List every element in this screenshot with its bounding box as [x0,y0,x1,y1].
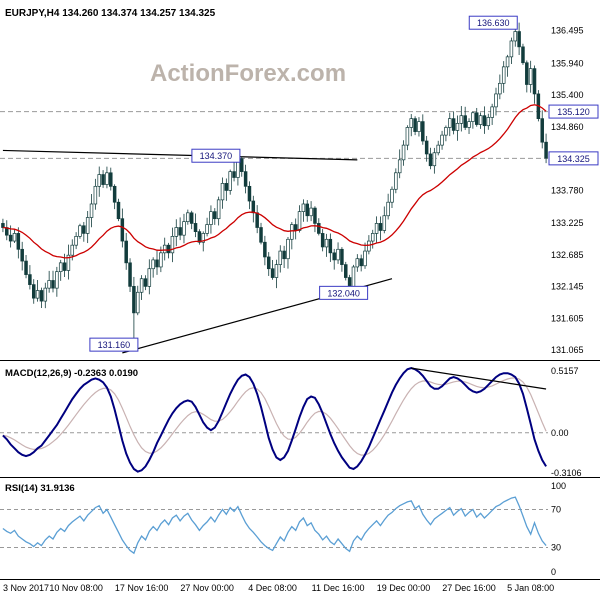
price-label: 134.325 [548,151,599,166]
rsi-line [2,496,547,555]
rsi-title: RSI(14) 31.9136 [5,483,75,494]
axis-label: 3 Nov 2017 [3,583,49,593]
axis-label: 136.495 [551,26,584,36]
axis-label: 4 Dec 08:00 [248,583,297,593]
axis-label: 134.860 [551,122,584,132]
axis-label: -0.3106 [551,468,582,478]
axis-label: 131.160 [98,340,131,350]
axis-label: 135.400 [551,90,584,100]
price-panel: 136.495135.940135.400134.860134.320133.7… [0,15,599,356]
price-label: 136.630 [468,15,518,30]
axis-label: 133.225 [551,218,584,228]
panel-separators [0,360,600,580]
axis-label: 70 [551,505,561,515]
macd-panel: 0.5157 0.00 -0.3106 [0,366,582,478]
axis-label: 132.145 [551,282,584,292]
axis-label: 135.120 [557,107,590,117]
trendline [2,149,358,161]
rsi-axis-labels: 100 70 30 0 [551,481,566,577]
watermark: ActionForex.com [150,60,346,87]
axis-label: 19 Dec 00:00 [377,583,431,593]
axis-label: 11 Dec 16:00 [312,583,365,593]
axis-label: 131.605 [551,313,584,323]
axis-label: 136.630 [477,18,510,28]
price-label: 131.160 [89,337,139,352]
price-label: 135.120 [548,104,599,119]
price-axis-labels: 136.495135.940135.400134.860134.320133.7… [551,26,584,356]
axis-label: 132.685 [551,250,584,260]
macd-line [2,366,547,473]
axis-label: 0.5157 [551,366,579,376]
rsi-panel: 100 70 30 0 [0,481,566,577]
axis-label: 135.940 [551,58,584,68]
time-axis: 3 Nov 2017 10 Nov 08:00 17 Nov 16:00 27 Nov… [3,583,554,593]
macd-axis-labels: 0.5157 0.00 -0.3106 [551,366,582,478]
axis-label: 30 [551,543,561,553]
macd-signal-line [2,377,547,456]
axis-label: 17 Nov 16:00 [115,583,169,593]
axis-label: 27 Nov 00:00 [180,583,234,593]
axis-label: 27 Dec 16:00 [442,583,496,593]
axis-label: 10 Nov 08:00 [49,583,103,593]
axis-label: 134.325 [557,154,590,164]
axis-label: 0 [551,567,556,577]
axis-label: 131.065 [551,345,584,355]
axis-label: 134.370 [200,151,233,161]
price-label: 134.370 [191,148,241,163]
macd-trendline [411,367,547,390]
axis-label: 100 [551,481,566,491]
axis-label: 132.040 [327,288,360,298]
symbol-ohlc-title: EURJPY,H4 134.260 134.374 134.257 134.32… [5,8,216,19]
axis-label: 133.780 [551,185,584,195]
axis-label: 0.00 [551,428,569,438]
axis-label: 5 Jan 08:00 [507,583,554,593]
macd-title: MACD(12,26,9) -0.2363 0.0190 [5,368,138,379]
moving-average-line [2,104,547,259]
price-label: 132.040 [319,285,369,300]
